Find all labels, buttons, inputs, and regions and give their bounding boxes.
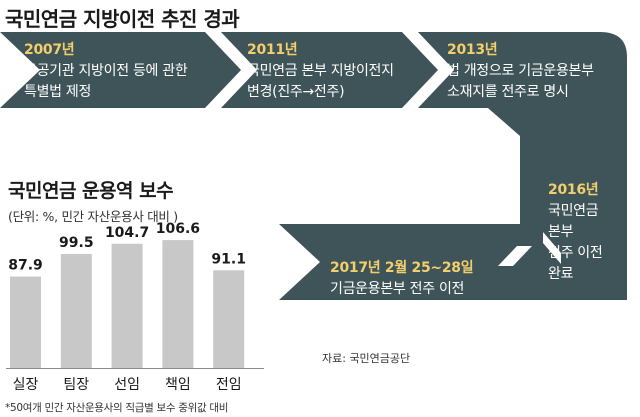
bar-value-label: 104.7 [105,225,149,241]
step-desc: 공공기관 지방이전 등에 관한 특별법 제정 [24,63,188,100]
bar-value-label: 91.1 [211,251,246,267]
bar-전임 [213,270,245,368]
chart-unit: (단위: %, 민간 자산운용사 대비 ) [8,209,178,224]
category-label: 실장 [13,377,39,393]
bar-실장 [10,276,41,368]
bar-책임 [162,240,194,368]
bar-value-label: 87.9 [8,258,43,274]
step-year: 2007년 [24,42,75,58]
timeline-step-2007: 2007년 공공기관 지방이전 등에 관한 특별법 제정 [24,40,188,103]
step-desc: 기금운용본부 전주 이전 [330,281,465,297]
step-desc: 법 개정으로 기금운용본부 소재지를 전주로 명시 [447,63,594,100]
timeline-step-2016: 2016년 국민연금 본부 전주 이전 완료 [548,180,603,285]
divider-arrow-3b [498,246,532,266]
page-title: 국민연금 지방이전 추진 경과 [5,7,240,31]
category-label: 선임 [114,377,140,393]
category-label: 책임 [165,377,191,393]
divider-arrow-3 [543,232,561,264]
bar-팀장 [60,253,92,368]
bar-선임 [111,243,143,368]
category-label: 팀장 [63,377,89,393]
step-year: 2011년 [247,42,298,58]
timeline-step-2011: 2011년 국민연금 본부 지방이전지 변경(진주→전주) [247,40,394,103]
step-desc: 국민연금 본부 지방이전지 변경(진주→전주) [247,63,394,100]
right-band [279,108,627,300]
timeline-step-2013: 2013년 법 개정으로 기금운용본부 소재지를 전주로 명시 [447,40,594,103]
step-desc: 국민연금 본부 전주 이전 완료 [548,203,603,282]
category-label: 전임 [216,377,242,393]
source-note: 자료: 국민연금공단 [322,352,411,365]
bar-value-label: 99.5 [59,235,94,251]
divider-arrow-1 [205,32,257,108]
bar-value-label: 106.6 [156,221,200,237]
step-year: 2016년 [548,182,599,198]
timeline-step-2017: 2017년 2월 25~28일 기금운용본부 전주 이전 [330,258,474,300]
top-band [0,32,627,170]
divider-arrow-2 [402,32,454,108]
step-year: 2013년 [447,42,498,58]
step-year: 2017년 2월 25~28일 [330,260,474,276]
chart-title: 국민연금 운용역 보수 [8,180,174,202]
chart-footnote: *50여개 민간 자산운용사의 직급별 보수 중위값 대비 [5,402,229,414]
